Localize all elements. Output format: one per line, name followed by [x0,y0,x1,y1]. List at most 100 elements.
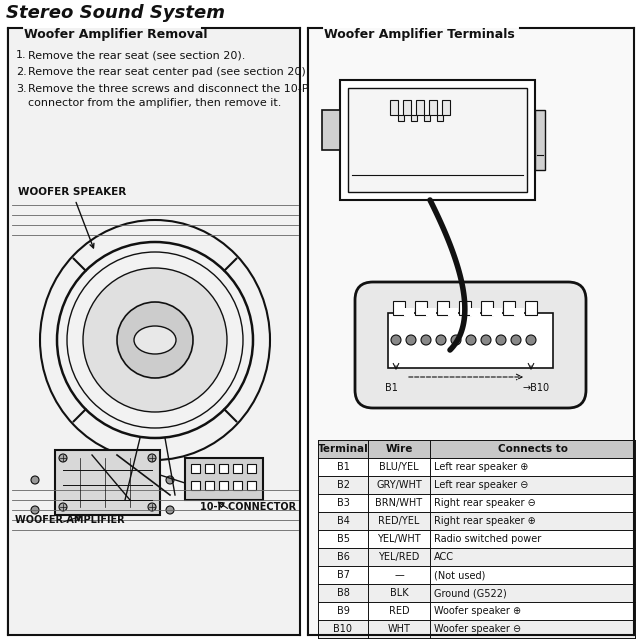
Circle shape [391,335,401,345]
Text: BLU/YEL: BLU/YEL [379,462,419,472]
Text: Woofer speaker ⊖: Woofer speaker ⊖ [434,624,521,634]
FancyBboxPatch shape [481,301,493,315]
FancyBboxPatch shape [416,100,424,115]
FancyBboxPatch shape [306,28,634,635]
Text: Right rear speaker ⊕: Right rear speaker ⊕ [434,516,536,526]
FancyBboxPatch shape [318,494,635,512]
FancyBboxPatch shape [318,566,635,584]
FancyBboxPatch shape [459,301,471,315]
Circle shape [166,506,174,514]
Circle shape [166,476,174,484]
FancyBboxPatch shape [388,313,553,368]
Text: Woofer Amplifier Terminals: Woofer Amplifier Terminals [324,28,515,41]
FancyBboxPatch shape [492,308,502,316]
Circle shape [406,335,416,345]
Circle shape [59,454,67,462]
FancyBboxPatch shape [503,301,515,315]
FancyBboxPatch shape [398,115,404,121]
FancyBboxPatch shape [514,308,524,316]
Text: B4: B4 [337,516,349,526]
Text: 10-P CONNECTOR: 10-P CONNECTOR [200,502,296,512]
FancyBboxPatch shape [426,308,436,316]
FancyBboxPatch shape [448,308,458,316]
Text: →B10: →B10 [522,383,550,393]
FancyBboxPatch shape [247,481,256,490]
FancyBboxPatch shape [437,115,443,121]
Text: Connects to: Connects to [497,444,568,454]
Circle shape [148,454,156,462]
FancyBboxPatch shape [535,110,545,170]
Circle shape [481,335,491,345]
Circle shape [526,335,536,345]
FancyBboxPatch shape [191,481,200,490]
Text: B5: B5 [337,534,349,544]
FancyBboxPatch shape [355,282,586,408]
Text: Stereo Sound System: Stereo Sound System [6,4,225,22]
FancyBboxPatch shape [318,602,635,620]
Text: YEL/WHT: YEL/WHT [377,534,421,544]
FancyBboxPatch shape [191,464,200,473]
FancyBboxPatch shape [247,464,256,473]
FancyBboxPatch shape [415,301,427,315]
Text: B1: B1 [337,462,349,472]
FancyBboxPatch shape [318,548,635,566]
FancyBboxPatch shape [411,115,417,121]
FancyBboxPatch shape [233,481,242,490]
Text: Left rear speaker ⊖: Left rear speaker ⊖ [434,480,529,490]
Text: —: — [394,570,404,580]
Circle shape [148,503,156,511]
Text: Woofer Amplifier Removal: Woofer Amplifier Removal [24,28,207,41]
FancyBboxPatch shape [318,620,635,638]
Text: BLK: BLK [390,588,408,598]
Text: Remove the rear seat (see section 20).: Remove the rear seat (see section 20). [28,50,245,60]
FancyBboxPatch shape [442,100,450,115]
Text: Radio switched power: Radio switched power [434,534,541,544]
Text: B10: B10 [333,624,353,634]
FancyBboxPatch shape [340,80,535,200]
Circle shape [511,335,521,345]
Text: Right rear speaker ⊖: Right rear speaker ⊖ [434,498,536,508]
FancyBboxPatch shape [404,308,414,316]
FancyBboxPatch shape [219,481,228,490]
Text: B2: B2 [337,480,349,490]
FancyBboxPatch shape [233,464,242,473]
FancyBboxPatch shape [185,458,263,500]
Circle shape [83,268,227,412]
FancyBboxPatch shape [219,464,228,473]
Circle shape [421,335,431,345]
Text: (Not used): (Not used) [434,570,485,580]
FancyBboxPatch shape [403,100,411,115]
Text: WOOFER SPEAKER: WOOFER SPEAKER [18,187,126,248]
Circle shape [117,302,193,378]
Text: RED/YEL: RED/YEL [378,516,420,526]
Circle shape [496,335,506,345]
FancyBboxPatch shape [424,115,430,121]
Text: B9: B9 [337,606,349,616]
FancyBboxPatch shape [470,308,480,316]
Text: Wire: Wire [385,444,413,454]
Text: B1: B1 [385,383,397,393]
FancyBboxPatch shape [437,301,449,315]
Text: 1.: 1. [16,50,27,60]
Text: 2.: 2. [16,67,27,77]
FancyBboxPatch shape [429,100,437,115]
Text: Remove the three screws and disconnect the 10-P: Remove the three screws and disconnect t… [28,84,308,94]
Text: GRY/WHT: GRY/WHT [376,480,422,490]
FancyBboxPatch shape [318,476,635,494]
Text: WHT: WHT [388,624,410,634]
Circle shape [466,335,476,345]
FancyBboxPatch shape [55,450,160,515]
FancyBboxPatch shape [318,458,635,476]
FancyBboxPatch shape [348,88,527,192]
Text: B6: B6 [337,552,349,562]
FancyBboxPatch shape [205,481,214,490]
Text: Woofer speaker ⊕: Woofer speaker ⊕ [434,606,521,616]
Text: B3: B3 [337,498,349,508]
FancyBboxPatch shape [318,584,635,602]
FancyBboxPatch shape [318,440,635,458]
Text: 3.: 3. [16,84,27,94]
Circle shape [436,335,446,345]
FancyBboxPatch shape [318,530,635,548]
Text: YEL/RED: YEL/RED [378,552,420,562]
Circle shape [59,503,67,511]
